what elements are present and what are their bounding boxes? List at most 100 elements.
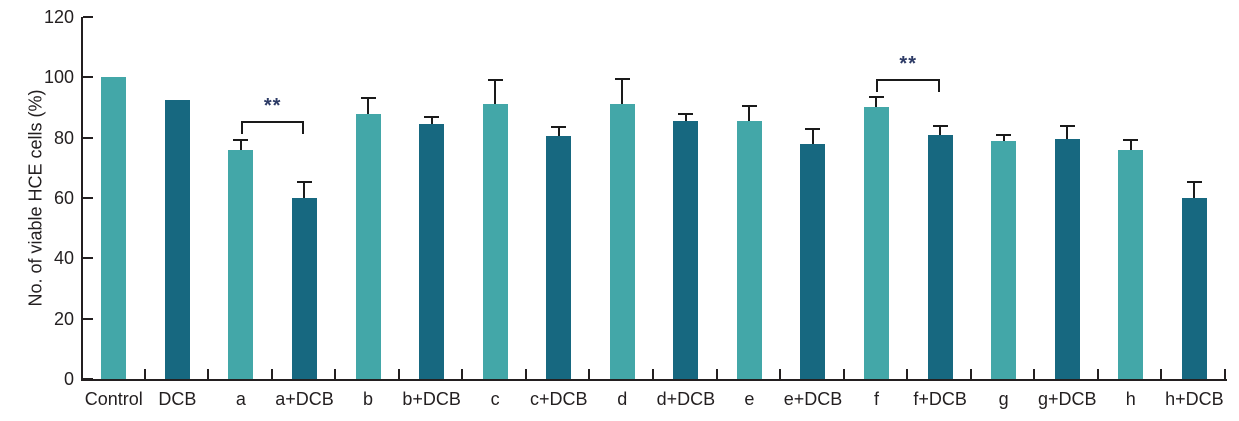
- error-bar-stem: [684, 115, 687, 121]
- y-tick-label: 20: [53, 308, 74, 329]
- x-axis-tick: [207, 369, 210, 379]
- error-bar-cap: [868, 96, 884, 98]
- error-bar-stem: [1193, 183, 1196, 198]
- y-axis-line: [81, 17, 83, 381]
- error-bar-cap: [233, 139, 249, 141]
- x-tick-label-c-plus-dcb: c+DCB: [529, 389, 588, 409]
- error-bar-stem: [430, 118, 433, 124]
- x-tick-label-g-plus-dcb: g+DCB: [1037, 389, 1097, 409]
- bar-a-plus-dcb: [291, 198, 317, 379]
- x-tick-label-g: g: [998, 389, 1009, 409]
- y-tick-label: 80: [53, 127, 74, 148]
- error-bar-cap: [932, 125, 948, 127]
- y-tick-label: 0: [63, 369, 74, 389]
- error-bar-stem: [1129, 141, 1132, 150]
- error-bar-stem: [367, 99, 369, 114]
- bar-a: [228, 150, 254, 379]
- y-tick-label: 40: [53, 248, 74, 269]
- x-axis-tick-labels: Control DCB a a+DCB b b+DCB c c+DCB d d+DCB e e+DCB…: [82, 388, 1226, 412]
- x-axis-tick: [652, 369, 654, 379]
- error-bar-stem: [557, 128, 560, 136]
- significance-bracket: [240, 121, 305, 134]
- x-tick-label-b-plus-dcb: b+DCB: [402, 389, 461, 409]
- x-axis-tick: [1033, 369, 1036, 379]
- x-axis-tick: [842, 369, 845, 379]
- bar-g: [991, 141, 1017, 379]
- significance-bracket: [876, 79, 940, 92]
- error-bar-cap: [996, 134, 1012, 136]
- error-bar-cap: [1123, 139, 1139, 141]
- error-bar-stem: [748, 107, 751, 121]
- x-axis-tick: [270, 369, 273, 379]
- x-axis-line: [81, 379, 1227, 381]
- x-axis-tick: [524, 369, 527, 379]
- error-bar-cap: [487, 79, 503, 81]
- error-bar-cap: [1186, 181, 1202, 183]
- x-axis-tick: [779, 369, 782, 379]
- x-tick-label-a: a: [235, 389, 246, 409]
- x-tick-label-dcb: DCB: [158, 389, 197, 409]
- x-tick-label-h-plus-dcb: h+DCB: [1165, 389, 1224, 409]
- bar-control: [101, 77, 127, 379]
- bar-d-plus-dcb: [673, 121, 699, 379]
- x-tick-label-b: b: [363, 389, 374, 409]
- bar-f-plus-dcb: [927, 135, 953, 379]
- y-axis-tick: [83, 136, 93, 139]
- error-bar-cap: [360, 97, 376, 99]
- x-axis-tick: [588, 369, 591, 379]
- error-bar-cap: [805, 128, 821, 130]
- bar-c: [482, 104, 508, 379]
- x-tick-label-a-plus-dcb: a+DCB: [275, 389, 334, 409]
- x-tick-label-d-plus-dcb: d+DCB: [656, 389, 716, 409]
- x-tick-label-h: h: [1125, 389, 1136, 409]
- bar-c-plus-dcb: [546, 136, 572, 379]
- x-axis-tick: [969, 369, 972, 379]
- bar-e: [736, 121, 762, 379]
- y-tick-label: 60: [53, 187, 74, 208]
- x-tick-label-d: d: [617, 389, 628, 409]
- x-axis-tick: [715, 369, 718, 379]
- y-tick-label: 120: [43, 6, 74, 27]
- x-axis-tick: [1224, 369, 1226, 379]
- bar-d: [609, 104, 635, 379]
- error-bar-stem: [239, 141, 242, 150]
- error-bar-cap: [1059, 125, 1075, 127]
- y-axis-tick: [83, 317, 93, 320]
- error-bar-stem: [1066, 127, 1069, 139]
- x-tick-label-f-plus-dcb: f+DCB: [913, 389, 967, 409]
- y-tick-label: 100: [43, 67, 74, 88]
- error-bar-stem: [1002, 136, 1005, 141]
- bar-h: [1118, 150, 1144, 379]
- x-tick-label-e-plus-dcb: e+DCB: [783, 389, 843, 409]
- bar-h-plus-dcb: [1181, 198, 1207, 379]
- error-bar-cap: [741, 105, 757, 107]
- x-axis-tick: [906, 369, 909, 379]
- x-tick-label-control: Control: [84, 389, 143, 409]
- error-bar-stem: [811, 130, 814, 144]
- bar-e-plus-dcb: [800, 144, 826, 379]
- bar-dcb: [164, 100, 190, 379]
- significance-label: **: [899, 53, 917, 75]
- error-bar-stem: [875, 98, 878, 107]
- x-axis-tick: [461, 369, 464, 379]
- significance-label: **: [263, 95, 282, 117]
- y-axis-tick: [83, 15, 93, 18]
- x-tick-label-c: c: [490, 389, 500, 409]
- error-bar-stem: [621, 80, 624, 104]
- x-axis-tick: [1096, 369, 1099, 379]
- y-axis-tick: [83, 378, 93, 380]
- y-axis-tick: [83, 196, 93, 199]
- error-bar-cap: [551, 126, 567, 128]
- x-axis-tick: [143, 369, 146, 379]
- error-bar-cap: [296, 181, 312, 183]
- plot-area: ** **: [82, 17, 1226, 379]
- y-axis-tick: [83, 76, 93, 79]
- error-bar-cap: [614, 78, 630, 80]
- bar-f: [863, 107, 889, 379]
- error-bar-stem: [939, 127, 941, 135]
- error-bar-stem: [303, 183, 306, 198]
- bar-g-plus-dcb: [1054, 139, 1080, 379]
- x-tick-label-f: f: [874, 389, 880, 409]
- x-axis-tick: [334, 369, 337, 379]
- error-bar-stem: [494, 81, 497, 104]
